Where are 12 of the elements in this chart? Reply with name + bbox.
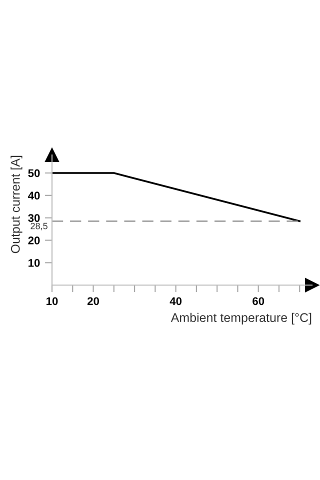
x-tick-label: 40 (170, 297, 182, 306)
x-tick-label: 10 (46, 297, 58, 306)
y-tick-label: 50 (28, 169, 40, 178)
y-tick-label: 40 (28, 192, 40, 200)
y-tick-label: 20 (28, 236, 40, 244)
y-axis-title: Output current [A] (10, 156, 22, 254)
y-tick-label: 10 (28, 258, 40, 267)
x-axis-title: Ambient temperature [°C] (170, 312, 312, 324)
y-tick-label: 30 (28, 214, 40, 222)
x-tick-label: 20 (87, 297, 99, 306)
x-tick-label: 60 (252, 297, 264, 306)
ref-line-label: 28,5 (30, 222, 48, 230)
